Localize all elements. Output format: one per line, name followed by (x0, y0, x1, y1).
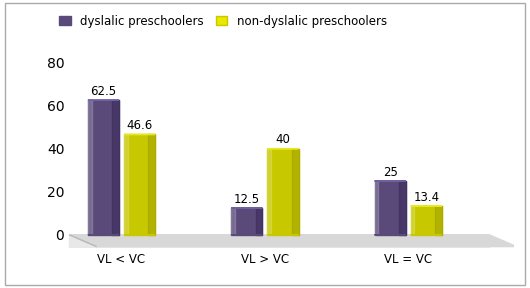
Bar (267, 149, 271, 235)
Bar (411, 206, 414, 235)
Bar (375, 181, 405, 235)
Bar (411, 206, 442, 235)
Bar (88, 100, 92, 235)
Bar (124, 134, 128, 235)
Bar (399, 181, 405, 235)
Text: 25: 25 (383, 166, 398, 179)
Text: 62.5: 62.5 (91, 85, 117, 98)
Text: 13.4: 13.4 (413, 191, 439, 204)
Bar (255, 208, 262, 235)
Bar (292, 149, 298, 235)
Bar (231, 208, 262, 235)
Polygon shape (69, 235, 96, 247)
Text: 40: 40 (276, 133, 290, 147)
Bar (375, 181, 378, 235)
Bar (88, 100, 119, 235)
Bar (231, 208, 235, 235)
Text: 12.5: 12.5 (234, 193, 260, 206)
Bar (435, 206, 442, 235)
Bar (267, 149, 298, 235)
Text: 46.6: 46.6 (127, 119, 153, 132)
Polygon shape (69, 235, 489, 247)
Legend: dyslalic preschoolers, non-dyslalic preschoolers: dyslalic preschoolers, non-dyslalic pres… (59, 15, 387, 28)
Bar (112, 100, 119, 235)
Bar (124, 134, 155, 235)
Bar (148, 134, 155, 235)
Polygon shape (69, 235, 517, 247)
